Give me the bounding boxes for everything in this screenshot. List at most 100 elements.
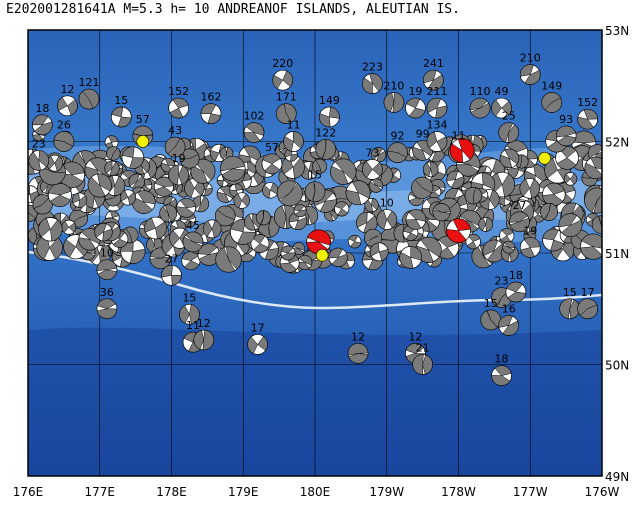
beachball-mechanism xyxy=(347,343,369,364)
beachball-mechanism xyxy=(168,164,190,186)
beachball-mechanism xyxy=(559,298,581,320)
beachball-mechanism xyxy=(214,205,236,227)
mechanism-label: 152 xyxy=(577,96,598,109)
beachball-mechanism xyxy=(121,146,145,169)
mechanism-label: 122 xyxy=(315,126,336,139)
beachball-mechanism xyxy=(47,183,72,207)
mechanism-label: 241 xyxy=(423,57,444,70)
mechanism-label: 49 xyxy=(495,85,509,98)
beachball-mechanism xyxy=(247,334,268,355)
beachball-mechanism xyxy=(577,108,599,130)
highlight-mechanism-red xyxy=(446,218,471,244)
beachball-mechanism xyxy=(505,281,527,303)
beachball-mechanism xyxy=(61,219,77,235)
beachball-mechanism xyxy=(312,158,328,174)
mechanism-label: 23 xyxy=(32,137,46,150)
mechanism-label: 10 xyxy=(100,247,114,260)
beachball-mechanism xyxy=(144,216,167,240)
beachball-mechanism xyxy=(238,145,261,168)
beachball-mechanism xyxy=(71,192,88,208)
latitude-tick-labels: 53N 52N 51N 50N 49N xyxy=(605,24,629,484)
lat-tick-label: 49N xyxy=(605,470,629,484)
mechanism-label: 21 xyxy=(416,342,430,355)
mechanism-label: 121 xyxy=(78,76,99,89)
beachball-mechanism xyxy=(405,97,426,119)
beachball-mechanism xyxy=(539,202,559,221)
beachball-mechanism xyxy=(106,146,121,161)
beachball-mechanism xyxy=(53,131,75,152)
beachball-mechanism xyxy=(319,106,340,128)
beachball-mechanism xyxy=(179,303,200,325)
beachball-mechanism xyxy=(272,69,294,91)
mechanism-label: 17 xyxy=(251,321,265,334)
beachball-mechanism xyxy=(399,246,423,269)
beachball-mechanism xyxy=(31,114,53,136)
beachball-mechanism xyxy=(262,182,279,199)
beachball-mechanism xyxy=(405,209,427,230)
beachball-mechanism xyxy=(176,198,197,218)
mechanism-label: 45 xyxy=(186,219,200,232)
beachball-mechanism xyxy=(541,92,563,113)
beachball-mechanism xyxy=(542,228,565,252)
lat-tick-label: 51N xyxy=(605,247,629,261)
beachball-mechanism xyxy=(78,88,100,110)
beachball-mechanism xyxy=(480,309,502,331)
mechanism-label: 19 xyxy=(408,85,422,98)
beachball-mechanism xyxy=(432,203,451,222)
mechanism-label: 19 xyxy=(523,224,537,237)
mechanism-label: 12 xyxy=(408,330,422,343)
beachball-mechanism xyxy=(362,73,383,94)
mechanism-label: 17 xyxy=(581,286,595,299)
beachball-mechanism xyxy=(334,201,350,217)
beachball-mechanism xyxy=(276,180,303,207)
mechanism-label: 15 xyxy=(563,286,577,299)
mechanism-label: 102 xyxy=(244,110,265,123)
longitude-tick-labels: 176E 177E 178E 179E 180E 179W 178W 177W 176W xyxy=(13,485,620,499)
beachball-mechanism xyxy=(161,264,182,286)
beachball-mechanism xyxy=(32,194,53,215)
mechanism-label: 12 xyxy=(197,317,211,330)
beachball-mechanism xyxy=(182,231,204,253)
beachball-mechanism xyxy=(131,190,156,214)
beachball-mechanism xyxy=(542,182,566,207)
mechanism-label: 110 xyxy=(470,85,491,98)
mechanism-label: 210 xyxy=(383,79,404,92)
mechanism-label: 18 xyxy=(509,269,523,282)
mechanism-label: 19 xyxy=(172,152,186,165)
mechanism-label: 57 xyxy=(136,113,150,126)
mechanism-label: 73 xyxy=(365,146,379,159)
beachball-mechanism xyxy=(128,173,145,190)
beachball-mechanism xyxy=(153,176,174,197)
trench-line xyxy=(28,250,602,310)
beachball-mechanism xyxy=(315,138,337,160)
mechanism-label: 11 xyxy=(186,319,200,332)
beachball-mechanism xyxy=(280,245,296,261)
beachball-mechanism xyxy=(28,150,50,171)
beachball-mechanism xyxy=(328,247,348,267)
beachball-mechanism xyxy=(509,211,530,233)
beachball-mechanism xyxy=(591,215,602,234)
beachball-mechanism xyxy=(411,176,434,199)
mechanism-label: 15 xyxy=(484,297,498,310)
mechanism-label: 16 xyxy=(502,302,516,315)
beachball-mechanism xyxy=(558,213,583,238)
beachball-mechanism xyxy=(499,148,520,169)
beachball-mechanism xyxy=(119,189,137,206)
mechanism-label: 18 xyxy=(495,353,509,366)
beachball-mechanism xyxy=(423,69,444,91)
lon-tick-label: 177W xyxy=(513,485,548,499)
beachball-mechanism xyxy=(168,97,190,119)
lat-tick-label: 50N xyxy=(605,359,629,373)
mechanism-label: 220 xyxy=(272,57,293,70)
mechanism-label: 134 xyxy=(426,119,447,132)
beachball-mechanism xyxy=(57,95,78,117)
mechanism-label: 36 xyxy=(100,286,114,299)
beachball-mechanism xyxy=(202,219,222,239)
beachball-mechanism xyxy=(412,354,433,375)
beachball-mechanism xyxy=(345,180,371,206)
mechanism-label: 12 xyxy=(351,330,365,343)
highlight-mechanism-yellow xyxy=(538,151,551,165)
beachball-mechanism xyxy=(200,103,222,124)
mechanism-label: 12 xyxy=(60,83,74,96)
beachball-mechanism xyxy=(330,158,357,185)
